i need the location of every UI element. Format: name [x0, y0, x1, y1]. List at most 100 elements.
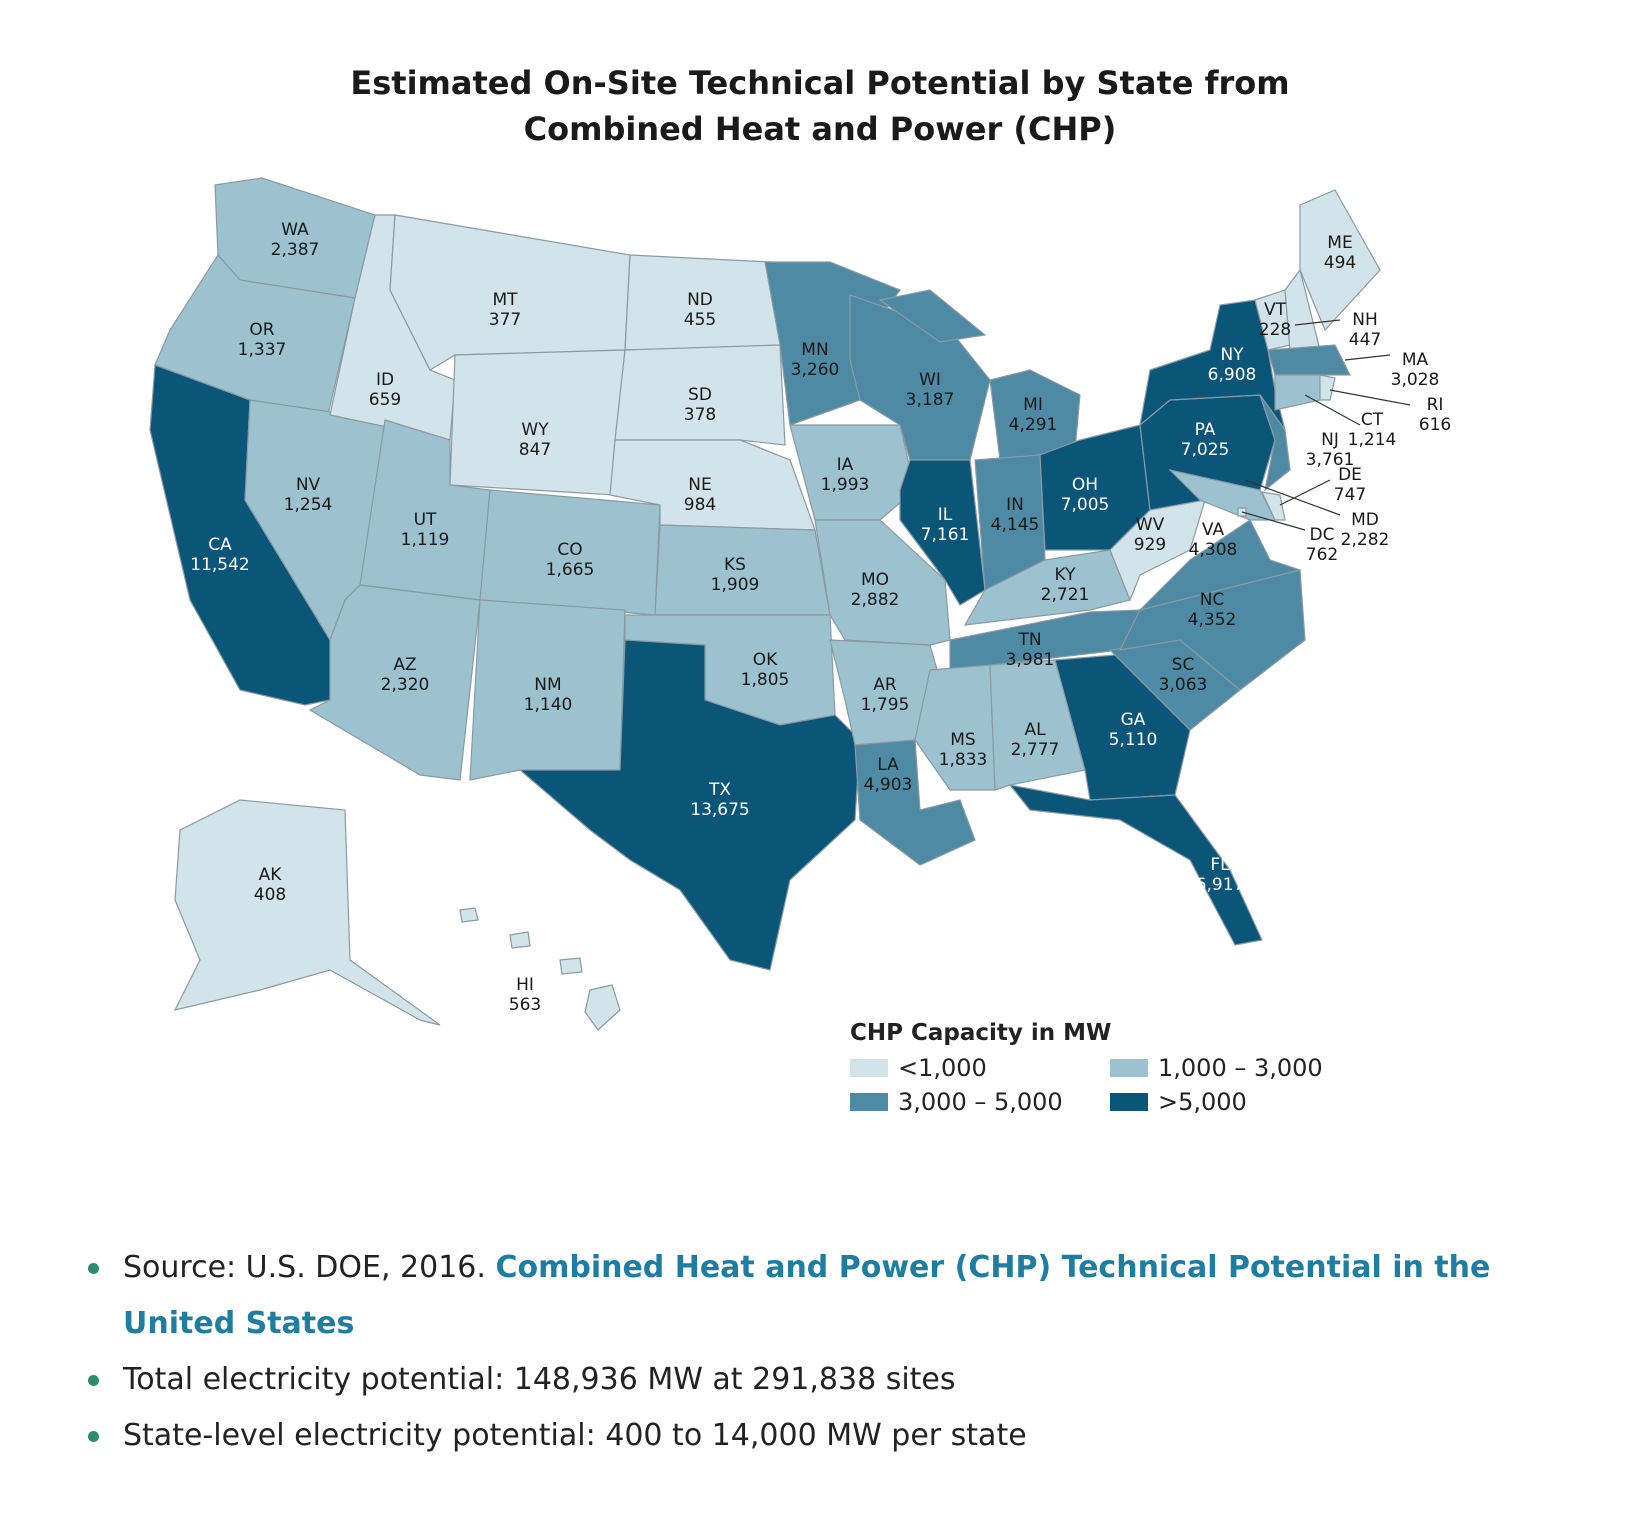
state-label-va: VA 4,308	[1189, 520, 1238, 560]
leader-line	[1344, 354, 1391, 361]
state-value: 1,833	[939, 750, 988, 770]
state-abbr: AZ	[393, 655, 416, 675]
state-abbr: WA	[281, 220, 309, 240]
state-value: 455	[684, 310, 716, 330]
source-link[interactable]: Combined Heat and Power (CHP) Technical …	[123, 1250, 1491, 1341]
state-value: 984	[684, 495, 716, 515]
state-value: 3,981	[1006, 650, 1055, 670]
state-sd	[614, 344, 786, 446]
legend-item-gt5000: >5,000	[1110, 1088, 1330, 1116]
state-label-oh: OH 7,005	[1061, 475, 1110, 515]
state-label-wi: WI 3,187	[906, 370, 955, 410]
state-value: 1,337	[238, 340, 287, 360]
state-abbr: NV	[296, 475, 321, 495]
legend-label: >5,000	[1158, 1088, 1247, 1116]
state-ri	[1319, 374, 1336, 401]
note-total: Total electricity potential: 148,936 MW …	[85, 1352, 1565, 1408]
state-abbr: IL	[938, 505, 953, 525]
state-label-ky: KY 2,721	[1041, 565, 1090, 605]
legend-label: 3,000 – 5,000	[898, 1088, 1063, 1116]
state-label-wa: WA 2,387	[271, 220, 320, 260]
state-abbr: IA	[837, 455, 854, 475]
state-label-nc: NC 4,352	[1188, 590, 1237, 630]
legend-item-lt1000: <1,000	[850, 1054, 1070, 1082]
state-value: 408	[254, 885, 286, 905]
state-abbr: NJ	[1321, 430, 1339, 450]
state-abbr: NY	[1220, 345, 1244, 365]
state-value: 11,542	[190, 555, 249, 575]
state-abbr: WY	[521, 420, 549, 440]
state-label-ca: CA 11,542	[190, 535, 249, 575]
state-label-ne: NE 984	[684, 475, 716, 515]
state-label-ut: UT 1,119	[401, 510, 450, 550]
state-abbr: NH	[1352, 310, 1378, 330]
state-abbr: PA	[1195, 420, 1216, 440]
state-label-vt: VT 228	[1259, 300, 1291, 340]
state-abbr: KS	[724, 555, 746, 575]
state-value: 2,387	[271, 240, 320, 260]
note-source: Source: U.S. DOE, 2016. Combined Heat an…	[85, 1240, 1565, 1352]
state-value: 616	[1419, 415, 1451, 435]
state-value: 2,320	[381, 675, 430, 695]
leader-line	[1279, 479, 1331, 506]
state-abbr: CT	[1361, 410, 1384, 430]
leader-line	[1304, 394, 1361, 426]
state-abbr: RI	[1427, 395, 1444, 415]
state-abbr: WV	[1136, 515, 1165, 535]
state-ak	[173, 799, 441, 1026]
source-text: Source: U.S. DOE, 2016.	[123, 1250, 496, 1285]
state-value: 3,761	[1306, 450, 1355, 470]
state-label-ms: MS 1,833	[939, 730, 988, 770]
state-label-de: DE 747	[1334, 465, 1366, 505]
state-value: 7,005	[1061, 495, 1110, 515]
state-abbr: IN	[1006, 495, 1024, 515]
state-value: 5,110	[1109, 730, 1158, 750]
state-label-me: ME 494	[1324, 233, 1356, 273]
state-label-ok: OK 1,805	[741, 650, 790, 690]
legend-swatch	[850, 1059, 888, 1077]
state-value: 1,119	[401, 530, 450, 550]
state-abbr: VT	[1264, 300, 1287, 320]
state-abbr: TX	[708, 780, 731, 800]
state-abbr: AK	[259, 865, 283, 885]
legend-swatch	[1110, 1059, 1148, 1077]
state-value: 3,187	[906, 390, 955, 410]
state-value: 563	[509, 995, 541, 1015]
state-abbr: OK	[753, 650, 778, 670]
state-abbr: MN	[801, 340, 828, 360]
state-value: 747	[1334, 485, 1366, 505]
leader-line	[1241, 511, 1306, 531]
state-label-ma: MA 3,028	[1391, 350, 1440, 390]
state-abbr: MS	[950, 730, 975, 750]
state-label-ga: GA 5,110	[1109, 710, 1158, 750]
state-label-nh: NH 447	[1349, 310, 1381, 350]
state-value: 2,721	[1041, 585, 1090, 605]
state-abbr: MI	[1023, 395, 1043, 415]
state-label-nv: NV 1,254	[284, 475, 333, 515]
state-value: 7,025	[1181, 440, 1230, 460]
state-label-tn: TN 3,981	[1006, 630, 1055, 670]
state-abbr: CA	[208, 535, 232, 555]
state-nj	[1259, 394, 1291, 492]
state-abbr: NM	[534, 675, 561, 695]
state-abbr: DE	[1338, 465, 1362, 485]
state-value: 659	[369, 390, 401, 410]
state-la	[854, 739, 976, 866]
state-abbr: NC	[1200, 590, 1225, 610]
state-al	[989, 659, 1086, 791]
state-value: 6,908	[1208, 365, 1257, 385]
state-label-dc: DC 762	[1306, 525, 1338, 565]
state-value: 13,675	[690, 800, 749, 820]
state-ms	[914, 664, 996, 791]
state-abbr: GA	[1121, 710, 1146, 730]
state-abbr: MD	[1351, 510, 1379, 530]
state-de	[1260, 491, 1286, 521]
state-value: 7,161	[921, 525, 970, 545]
state-fl	[1008, 784, 1263, 946]
state-value: 378	[684, 405, 716, 425]
state-label-tx: TX 13,675	[690, 780, 749, 820]
state-label-ri: RI 616	[1419, 395, 1451, 435]
state-label-nm: NM 1,140	[524, 675, 573, 715]
state-value: 1,140	[524, 695, 573, 715]
state-ia	[789, 424, 916, 521]
